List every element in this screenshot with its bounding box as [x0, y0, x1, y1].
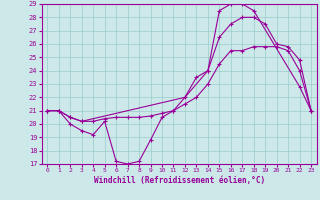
X-axis label: Windchill (Refroidissement éolien,°C): Windchill (Refroidissement éolien,°C): [94, 176, 265, 185]
